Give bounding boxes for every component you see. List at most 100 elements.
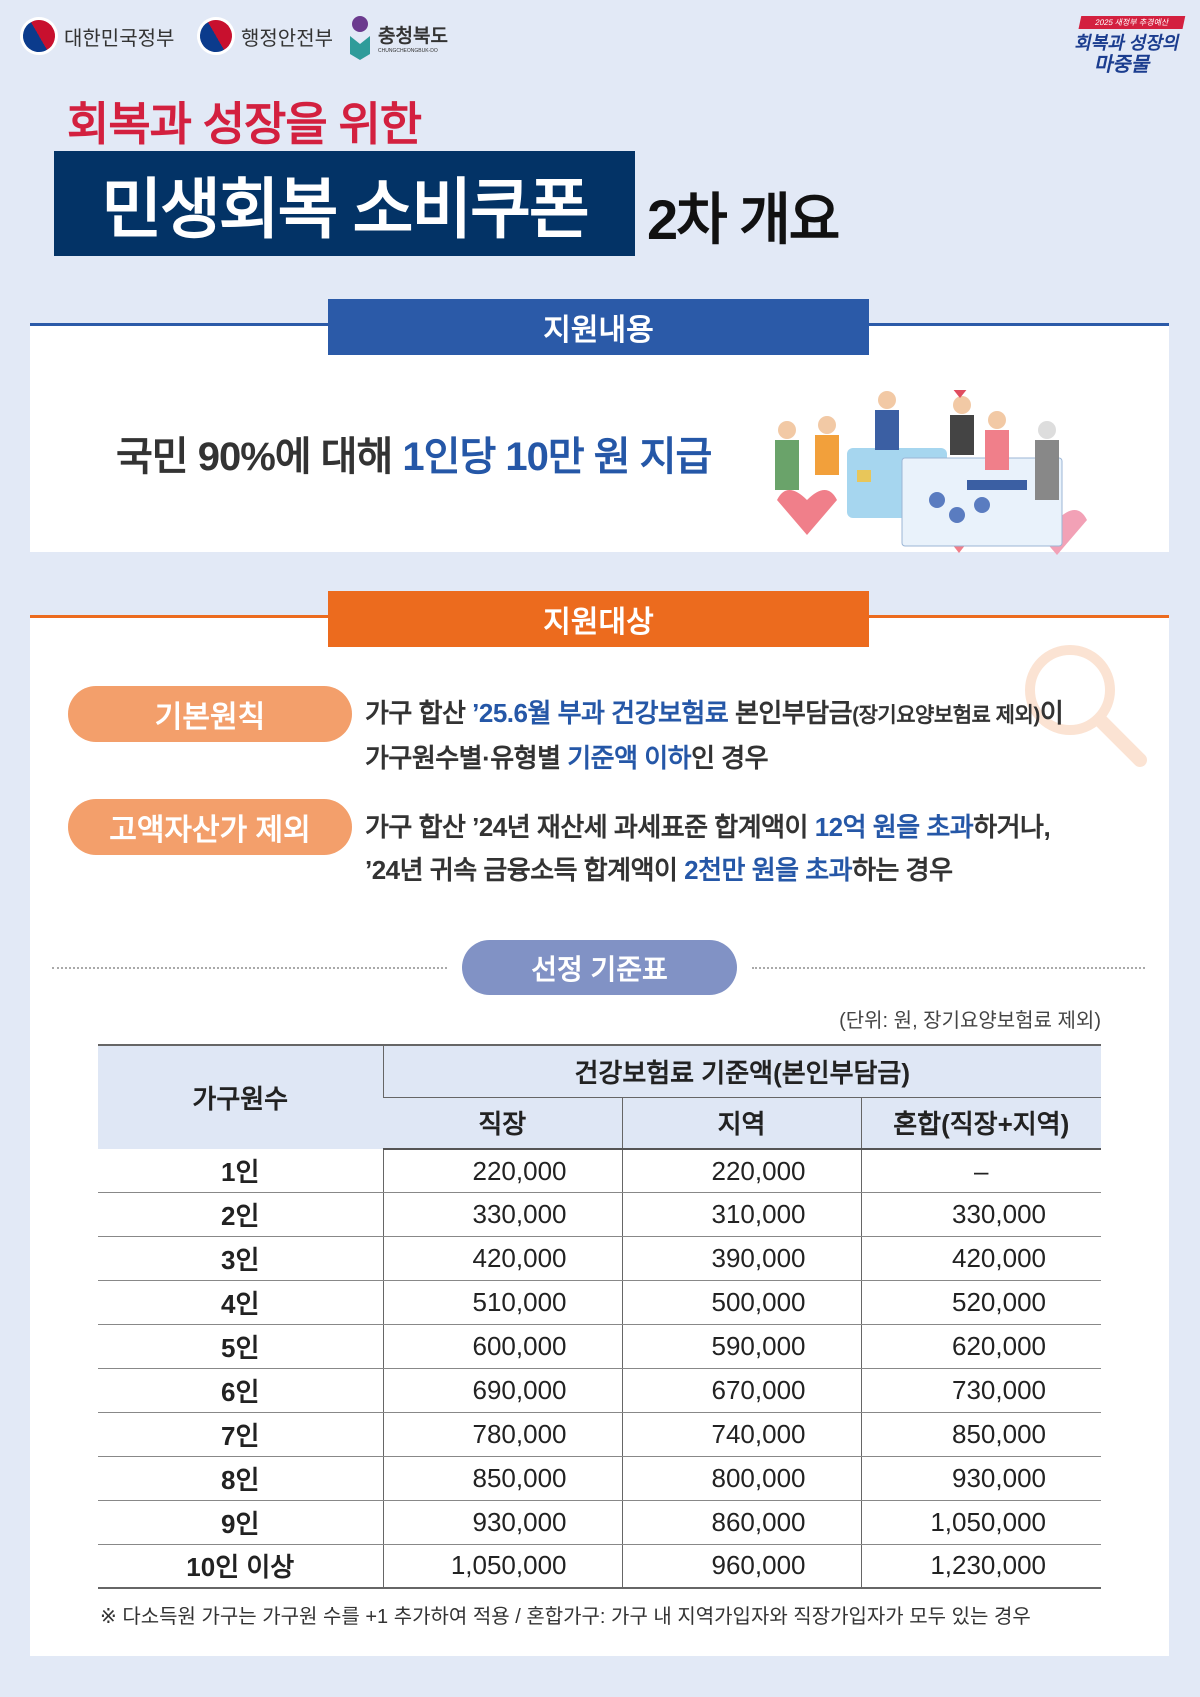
criteria-text: 가구 합산 ’24년 재산세 과세표준 합계액이 [365, 812, 815, 842]
page-title-suffix: 2차 개요 [647, 188, 840, 251]
logo-text: 행정안전부 [241, 27, 333, 50]
amount-cell: 420,000 [382, 1236, 622, 1282]
criteria-text: 가구 합산 [365, 698, 473, 728]
table-row: 4인 510,000 500,000 520,000 [98, 1280, 1101, 1326]
amount-cell: 850,000 [382, 1456, 622, 1501]
household-size-cell: 6인 [98, 1368, 383, 1413]
section-heading-support-target: 지원대상 [328, 591, 869, 647]
dotted-divider [52, 967, 447, 969]
amount-cell: 860,000 [621, 1500, 861, 1545]
criteria-text: 이 [1039, 698, 1064, 728]
household-size-cell: 2인 [98, 1192, 383, 1238]
table-row: 10인 이상 1,050,000 960,000 1,230,000 [98, 1544, 1101, 1589]
household-size-cell: 8인 [98, 1456, 383, 1501]
criteria-label-basic: 기본원칙 [68, 686, 352, 742]
amount-cell: 930,000 [382, 1500, 622, 1545]
amount-cell: 420,000 [860, 1236, 1101, 1282]
amount-cell: 960,000 [621, 1544, 861, 1589]
table-row: 7인 780,000 740,000 850,000 [98, 1412, 1101, 1457]
support-content-text: 국민 90%에 대해 1인당 10만 원 지급 [116, 424, 712, 482]
criteria-text: 인 경우 [691, 743, 769, 773]
table-title: 선정 기준표 [462, 940, 737, 995]
logo-chungbuk: 충청북도 CHUNGCHEONGBUK-DO [348, 14, 448, 60]
criteria-text: (장기요양보험료 제외) [852, 704, 1040, 727]
table-row: 8인 850,000 800,000 930,000 [98, 1456, 1101, 1501]
household-size-cell: 1인 [98, 1149, 383, 1194]
amount-cell: 600,000 [382, 1324, 622, 1369]
header-household: 가구원수 [98, 1044, 383, 1149]
household-size-cell: 4인 [98, 1280, 383, 1326]
household-size-cell: 3인 [98, 1236, 383, 1282]
logo-subtext: CHUNGCHEONGBUK-DO [378, 47, 438, 54]
criteria-text: ’24년 귀속 금융소득 합계액이 [365, 855, 685, 885]
highlight-text: 기준액 이하 [567, 743, 692, 773]
amount-cell: 330,000 [860, 1192, 1101, 1238]
badge-line1: 회복과 성장의 [1073, 33, 1183, 53]
amount-cell: 390,000 [621, 1236, 861, 1282]
criteria-label-exclusion: 고액자산가 제외 [68, 799, 352, 855]
support-text-highlight: 1인당 10만 원 지급 [402, 435, 712, 479]
amount-cell: 590,000 [621, 1324, 861, 1369]
taegeuk-icon [190, 10, 242, 62]
criteria-text: 본인부담금 [728, 698, 853, 728]
magnifier-icon [1025, 645, 1147, 767]
criteria-line: 가구원수별·유형별 기준액 이하인 경우 [365, 737, 1063, 780]
amount-cell: 520,000 [860, 1280, 1101, 1326]
table-row: 3인 420,000 390,000 420,000 [98, 1236, 1101, 1282]
table-row: 2인 330,000 310,000 330,000 [98, 1192, 1101, 1238]
amount-cell: 220,000 [621, 1149, 861, 1194]
logo-mois: 행정안전부 [190, 10, 333, 62]
table-row: 5인 600,000 590,000 620,000 [98, 1324, 1101, 1369]
highlight-text: 12억 원을 초과 [814, 812, 974, 842]
amount-cell: 670,000 [621, 1368, 861, 1413]
amount-cell: 800,000 [621, 1456, 861, 1501]
criteria-text-basic: 가구 합산 ’25.6월 부과 건강보험료 본인부담금(장기요양보험료 제외)이… [365, 692, 1064, 780]
criteria-text: 가구원수별·유형별 [365, 743, 568, 773]
table-row: 9인 930,000 860,000 1,050,000 [98, 1500, 1101, 1545]
amount-cell: 730,000 [860, 1368, 1101, 1413]
criteria-text-exclusion: 가구 합산 ’24년 재산세 과세표준 합계액이 12억 원을 초과하거나, ’2… [365, 806, 1051, 892]
logo-korea-government: 대한민국정부 [13, 10, 175, 62]
amount-cell: 850,000 [860, 1412, 1101, 1457]
household-size-cell: 7인 [98, 1412, 383, 1457]
amount-cell: 310,000 [621, 1192, 861, 1238]
header-group: 건강보험료 기준액(본인부담금) [382, 1044, 1101, 1098]
criteria-line: 가구 합산 ’24년 재산세 과세표준 합계액이 12억 원을 초과하거나, [365, 806, 1051, 849]
amount-cell: 1,050,000 [860, 1500, 1101, 1545]
footnote: ※ 다소득원 가구는 가구원 수를 +1 추가하여 적용 / 혼합가구: 가구 … [100, 1606, 1031, 1628]
household-size-cell: 5인 [98, 1324, 383, 1369]
table-row: 6인 690,000 670,000 730,000 [98, 1368, 1101, 1413]
amount-cell: 500,000 [621, 1280, 861, 1326]
taegeuk-icon [13, 10, 65, 62]
amount-cell: – [860, 1149, 1101, 1194]
criteria-line: ’24년 귀속 금융소득 합계액이 2천만 원을 초과하는 경우 [365, 849, 1050, 892]
household-size-cell: 10인 이상 [98, 1544, 383, 1589]
amount-cell: 1,230,000 [860, 1544, 1101, 1589]
logo-text: 대한민국정부 [64, 27, 175, 50]
highlight-text: ’25.6월 부과 건강보험료 [472, 698, 729, 728]
unit-note: (단위: 원, 장기요양보험료 제외) [839, 1010, 1101, 1032]
section-heading-support-content: 지원내용 [328, 299, 869, 355]
highlight-text: 2천만 원을 초과 [684, 855, 853, 885]
household-size-cell: 9인 [98, 1500, 383, 1545]
dotted-divider [752, 967, 1145, 969]
amount-cell: 1,050,000 [382, 1544, 622, 1589]
badge-top: 2025 새정부 추경예산 [1078, 16, 1186, 29]
criteria-text: 하는 경우 [852, 855, 953, 885]
amount-cell: 330,000 [382, 1192, 622, 1238]
amount-cell: 930,000 [860, 1456, 1101, 1501]
amount-cell: 740,000 [621, 1412, 861, 1457]
campaign-badge: 2025 새정부 추경예산 회복과 성장의 마중물 [1069, 16, 1186, 76]
logo-text: 충청북도 [378, 25, 448, 47]
amount-cell: 220,000 [382, 1149, 622, 1194]
badge-line2: 마중물 [1093, 54, 1153, 76]
table-row: 1인 220,000 220,000– [98, 1149, 1101, 1194]
header-employee: 직장 [383, 1097, 622, 1150]
criteria-table: 가구원수 건강보험료 기준액(본인부담금) 직장 지역 혼합(직장+지역) 1인… [98, 1044, 1101, 1589]
header-mixed: 혼합(직장+지역) [860, 1097, 1101, 1150]
page-title: 민생회복 소비쿠폰 [54, 151, 635, 256]
subtitle: 회복과 성장을 위한 [67, 98, 422, 150]
amount-cell: 690,000 [382, 1368, 622, 1413]
amount-cell: 780,000 [382, 1412, 622, 1457]
support-text-plain: 국민 90%에 대해 [116, 435, 403, 479]
